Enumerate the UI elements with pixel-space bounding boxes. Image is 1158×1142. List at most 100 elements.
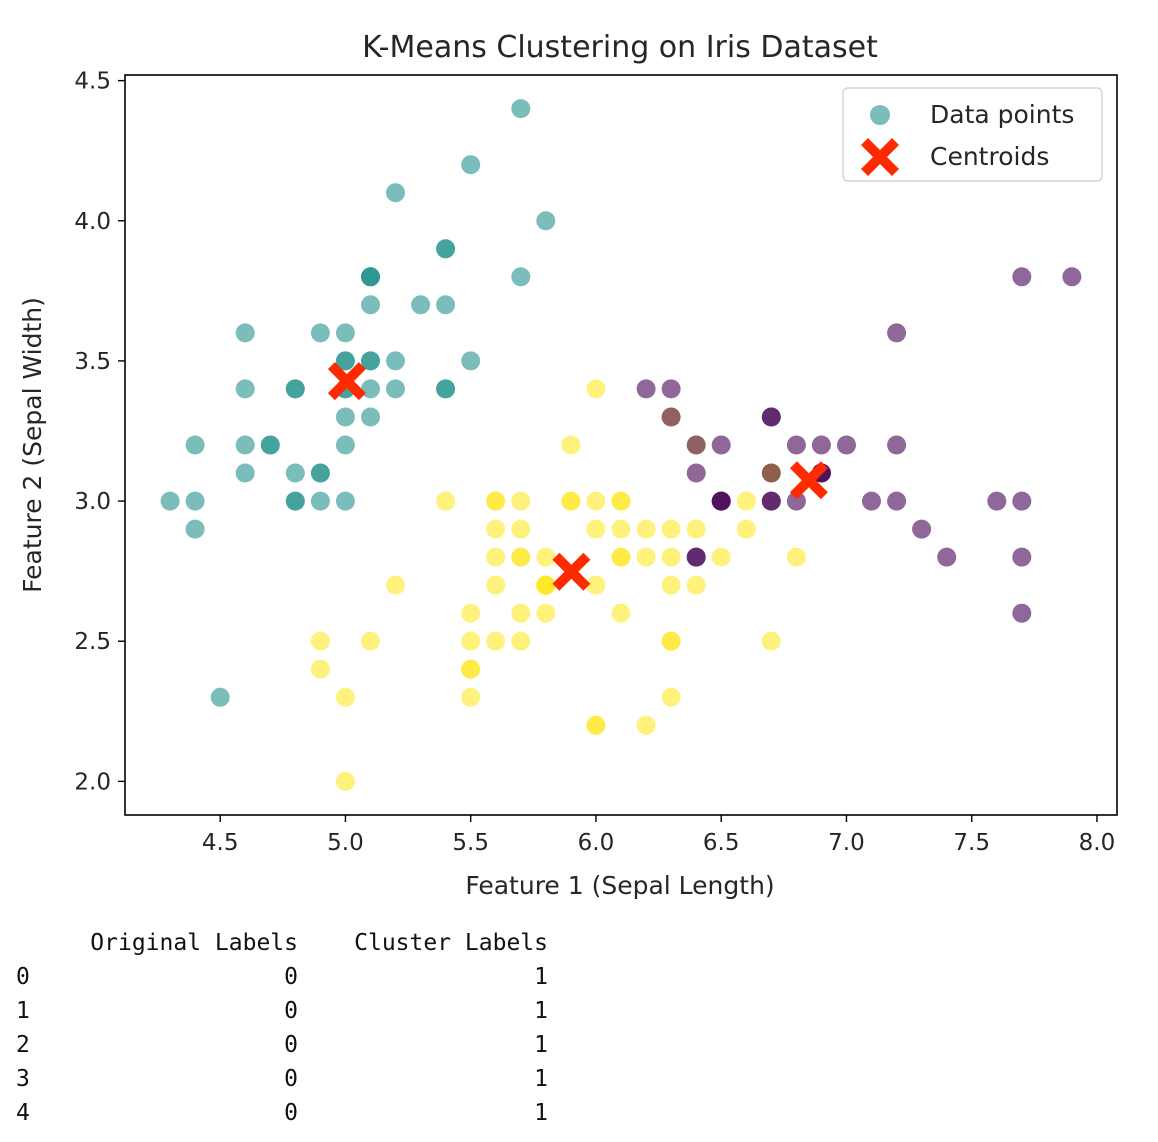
- cluster-label-cell: 1: [534, 1066, 548, 1092]
- data-point: [486, 547, 506, 567]
- data-point: [511, 99, 531, 119]
- data-point: [411, 295, 431, 315]
- y-axis-label: Feature 2 (Sepal Width): [18, 297, 47, 593]
- data-point: [661, 687, 681, 707]
- data-point: [436, 239, 456, 259]
- data-point: [611, 491, 631, 511]
- row-index: 1: [16, 998, 30, 1024]
- table-row: 1 0 1: [16, 994, 548, 1028]
- scatter-chart: K-Means Clustering on Iris Dataset 4.5 5.…: [18, 30, 1118, 900]
- data-point: [536, 575, 556, 595]
- original-label-cell: 0: [284, 1066, 298, 1092]
- data-point: [1012, 267, 1032, 287]
- data-point: [461, 603, 481, 623]
- data-point: [461, 687, 481, 707]
- legend-marker-data-points: [870, 105, 890, 125]
- points-layer: [160, 99, 1082, 791]
- x-tick-label: 4.5: [202, 830, 239, 856]
- data-point: [461, 155, 481, 175]
- x-tick-label: 7.0: [828, 830, 865, 856]
- cluster-label-cell: 1: [534, 1032, 548, 1058]
- data-point: [786, 491, 806, 511]
- data-point: [235, 379, 255, 399]
- data-point: [736, 519, 756, 539]
- data-point: [586, 575, 606, 595]
- original-label-cell: 0: [284, 998, 298, 1024]
- y-axis: 2.0 2.5 3.0 3.5 4.0 4.5: [74, 69, 125, 795]
- data-point: [361, 267, 380, 287]
- plot-frame: [124, 74, 1118, 816]
- data-point: [586, 379, 606, 399]
- data-point: [536, 603, 556, 623]
- data-point: [536, 547, 556, 567]
- data-point: [235, 463, 255, 483]
- data-point: [335, 687, 355, 707]
- data-point: [185, 491, 205, 511]
- data-point: [786, 547, 806, 567]
- data-point: [185, 435, 205, 455]
- data-point: [837, 435, 856, 455]
- data-point: [761, 631, 781, 651]
- data-point: [1012, 547, 1032, 567]
- data-point: [361, 379, 380, 399]
- data-point: [912, 519, 932, 539]
- data-point: [285, 491, 305, 511]
- data-point: [686, 575, 706, 595]
- data-point: [285, 379, 305, 399]
- data-point: [811, 435, 831, 455]
- data-point: [636, 379, 656, 399]
- data-point: [361, 407, 380, 427]
- row-index: 0: [16, 964, 30, 990]
- data-point: [661, 631, 681, 651]
- data-point: [761, 491, 781, 511]
- data-point: [1012, 603, 1032, 623]
- table-header-original-labels: Original Labels: [90, 930, 298, 956]
- data-point: [711, 547, 731, 567]
- data-point: [586, 519, 606, 539]
- legend-label-centroids: Centroids: [930, 142, 1049, 171]
- data-point: [310, 491, 330, 511]
- x-tick-label: 5.5: [452, 830, 489, 856]
- data-point: [1062, 267, 1082, 287]
- original-label-cell: 0: [284, 1100, 298, 1126]
- x-tick-label: 8.0: [1079, 830, 1116, 856]
- row-index: 3: [16, 1066, 30, 1092]
- data-point: [386, 379, 405, 399]
- data-point: [310, 631, 330, 651]
- data-point: [661, 547, 681, 567]
- data-point: [511, 547, 531, 567]
- data-point: [887, 491, 907, 511]
- cluster-label-cell: 1: [534, 964, 548, 990]
- data-point: [361, 351, 380, 371]
- data-point: [511, 491, 531, 511]
- data-point: [185, 519, 205, 539]
- data-point: [461, 351, 481, 371]
- data-point: [711, 491, 731, 511]
- data-point: [310, 659, 330, 679]
- data-point: [686, 547, 706, 567]
- data-point: [486, 491, 506, 511]
- y-tick-label: 4.5: [74, 69, 111, 95]
- data-point: [511, 267, 531, 287]
- data-point: [386, 351, 405, 371]
- data-point: [711, 435, 731, 455]
- data-point: [486, 631, 506, 651]
- original-label-cell: 0: [284, 1032, 298, 1058]
- data-point: [511, 631, 531, 651]
- data-point: [235, 323, 255, 343]
- data-point: [260, 435, 280, 455]
- x-tick-label: 7.5: [953, 830, 990, 856]
- data-point: [636, 715, 656, 735]
- data-point: [561, 435, 581, 455]
- data-point: [461, 631, 481, 651]
- table-header-cluster-labels: Cluster Labels: [354, 930, 548, 956]
- data-point: [586, 491, 606, 511]
- data-point: [486, 519, 506, 539]
- data-point: [386, 183, 405, 203]
- centroid-marker: [327, 362, 366, 401]
- legend-marker-centroids: [861, 138, 899, 176]
- data-point: [436, 379, 456, 399]
- legend: Data points Centroids: [842, 87, 1103, 182]
- data-point: [686, 519, 706, 539]
- table-row: 0 0 1: [16, 960, 548, 994]
